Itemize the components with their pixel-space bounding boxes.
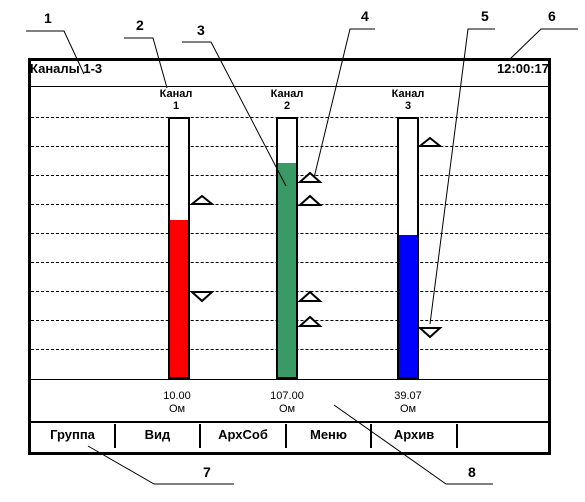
leader-line-1 — [26, 30, 85, 75]
callout-3: 3 — [197, 22, 205, 38]
triangle-up-icon — [297, 290, 323, 302]
channel-2-value: 107.00 — [270, 390, 304, 402]
channel-3-unit: Ом — [399, 403, 417, 415]
triangle-up-icon — [297, 171, 323, 183]
menu-button[interactable]: Меню — [287, 424, 372, 448]
channel-2-number: 2 — [283, 100, 291, 112]
leader-line-3 — [182, 41, 287, 187]
channel-3-label: Канал 3 — [378, 88, 438, 112]
leader-line-2 — [124, 37, 168, 89]
channel-3-label-text: Канал — [391, 88, 425, 100]
channel-3-bar — [397, 117, 419, 379]
triangle-up-icon — [417, 136, 443, 147]
leader-line-5 — [429, 28, 495, 325]
leader-line-8 — [333, 404, 493, 485]
view-button[interactable]: Вид — [116, 424, 201, 448]
triangle-down-icon — [417, 327, 443, 339]
button-bar-divider — [31, 421, 548, 423]
group-button[interactable]: Группа — [31, 424, 116, 448]
leader-line-7 — [87, 445, 234, 485]
channel-2-bar — [276, 117, 298, 379]
channel-2-bar-fill — [278, 162, 296, 377]
channel-1-readout: 10.00 Ом — [142, 390, 212, 416]
callout-4: 4 — [361, 8, 369, 24]
callout-2: 2 — [136, 17, 144, 33]
screen-title: Каналы 1-3 — [30, 61, 103, 76]
triangle-up-icon — [297, 315, 323, 327]
callout-6: 6 — [548, 8, 556, 24]
channel-1-unit: Ом — [168, 403, 186, 415]
header-divider — [31, 86, 548, 87]
leader-line-4 — [312, 28, 375, 183]
channel-1-bar — [168, 117, 190, 379]
channel-1-value: 10.00 — [163, 390, 191, 402]
event-archive-button[interactable]: АрхСоб — [201, 424, 287, 448]
chart-bottom-divider — [31, 379, 548, 380]
channel-2-unit: Ом — [278, 403, 296, 415]
channel-1-number: 1 — [172, 100, 180, 112]
triangle-down-icon — [189, 291, 215, 303]
channel-3-readout: 39.07 Ом — [373, 390, 443, 416]
channel-1-bar-fill — [170, 219, 188, 377]
channel-2-readout: 107.00 Ом — [252, 390, 322, 416]
triangle-up-icon — [189, 194, 215, 205]
channel-1-label: Канал 1 — [146, 88, 206, 112]
channel-2-label-text: Канал — [270, 88, 304, 100]
channel-2-label: Канал 2 — [257, 88, 317, 112]
display-screen — [28, 58, 551, 455]
callout-7: 7 — [203, 464, 211, 480]
callout-8: 8 — [468, 464, 476, 480]
leader-line-6 — [507, 28, 578, 62]
triangle-up-icon — [297, 194, 323, 206]
channel-3-number: 3 — [404, 100, 412, 112]
callout-1: 1 — [44, 10, 52, 26]
archive-button[interactable]: Архив — [372, 424, 458, 448]
channel-3-bar-fill — [399, 235, 417, 377]
clock: 12:00:17 — [496, 61, 549, 76]
channel-1-label-text: Канал — [159, 88, 193, 100]
channel-3-value: 39.07 — [394, 390, 422, 402]
callout-5: 5 — [481, 8, 489, 24]
